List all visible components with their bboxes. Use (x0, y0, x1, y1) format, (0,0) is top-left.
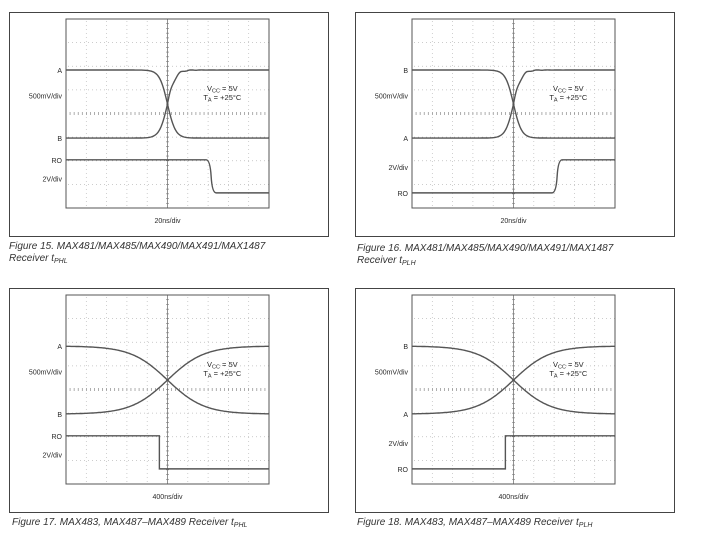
trace-mid-signal (66, 69, 269, 139)
grid (411, 294, 615, 485)
annotation-vcc: VCC = 5V (553, 360, 584, 371)
label-top-trace: A (57, 344, 62, 351)
plot-frame (65, 18, 270, 209)
scope-panel-fig16: B 500mV/div A RO 2V/div 20ns/div VCC = 5V TA = … (355, 12, 675, 237)
label-top-scale: 500mV/div (29, 93, 63, 100)
label-ro-trace: RO (52, 434, 63, 441)
label-ro-trace: RO (52, 158, 63, 165)
label-x-scale: 400ns/div (499, 494, 529, 501)
label-top-trace: B (403, 344, 408, 351)
label-mid-trace: B (57, 136, 62, 143)
trace-mid-signal (66, 345, 269, 415)
caption-line1: Figure 16. MAX481/MAX485/MAX490/MAX491/M… (357, 243, 614, 254)
grid (65, 18, 269, 209)
label-ro-scale: 2V/div (389, 441, 409, 448)
caption-line1: Figure 15. MAX481/MAX485/MAX490/MAX491/M… (9, 241, 266, 252)
trace-ro-output (412, 435, 615, 470)
grid (411, 18, 615, 209)
annotation-ta: TA = +25°C (549, 93, 588, 104)
label-ro-trace: RO (398, 467, 409, 474)
trace-mid-signal (412, 345, 615, 415)
label-top-scale: 500mV/div (375, 93, 409, 100)
label-top-scale: 500mV/div (29, 369, 63, 376)
label-mid-trace: A (403, 136, 408, 143)
label-x-scale: 20ns/div (154, 218, 181, 225)
label-ro-trace: RO (398, 191, 409, 198)
caption-line1: Figure 17. MAX483, MAX487–MAX489 Receive… (12, 517, 248, 529)
scope-panel-fig15: A 500mV/div B RO 2V/div 20ns/div VCC = 5V TA = … (9, 12, 329, 237)
caption-line2: Receiver tPHL (9, 253, 68, 265)
annotation-vcc: VCC = 5V (553, 84, 584, 95)
trace-mid-signal (412, 69, 615, 139)
caption-line2: Receiver tPLH (357, 255, 416, 267)
plot-frame (65, 294, 270, 485)
label-x-scale: 20ns/div (500, 218, 527, 225)
caption-fig16: Figure 16. MAX481/MAX485/MAX490/MAX491/M… (357, 243, 613, 270)
label-ro-scale: 2V/div (389, 165, 409, 172)
annotation-ta: TA = +25°C (549, 369, 588, 380)
label-top-trace: A (57, 68, 62, 75)
trace-ro-output (66, 159, 269, 194)
plot-frame (411, 294, 616, 485)
label-ro-scale: 2V/div (43, 453, 63, 460)
label-mid-trace: A (403, 412, 408, 419)
label-x-scale: 400ns/div (153, 494, 183, 501)
caption-fig18: Figure 18. MAX483, MAX487–MAX489 Receive… (357, 517, 592, 532)
caption-fig15: Figure 15. MAX481/MAX485/MAX490/MAX491/M… (9, 241, 265, 268)
grid (65, 294, 269, 485)
label-ro-scale: 2V/div (43, 177, 63, 184)
annotation-ta: TA = +25°C (203, 369, 242, 380)
scope-panel-fig17: A 500mV/div B RO 2V/div 400ns/div VCC = 5V TA =… (9, 288, 329, 513)
label-mid-trace: B (57, 412, 62, 419)
annotation-ta: TA = +25°C (203, 93, 242, 104)
scope-panel-fig18: B 500mV/div A RO 2V/div 400ns/div VCC = 5V TA =… (355, 288, 675, 513)
caption-line1: Figure 18. MAX483, MAX487–MAX489 Receive… (357, 517, 593, 529)
annotation-vcc: VCC = 5V (207, 360, 238, 371)
trace-ro-output (66, 435, 269, 470)
caption-fig17: Figure 17. MAX483, MAX487–MAX489 Receive… (12, 517, 247, 532)
label-top-trace: B (403, 68, 408, 75)
label-top-scale: 500mV/div (375, 369, 409, 376)
plot-frame (411, 18, 616, 209)
trace-ro-output (412, 159, 615, 194)
annotation-vcc: VCC = 5V (207, 84, 238, 95)
